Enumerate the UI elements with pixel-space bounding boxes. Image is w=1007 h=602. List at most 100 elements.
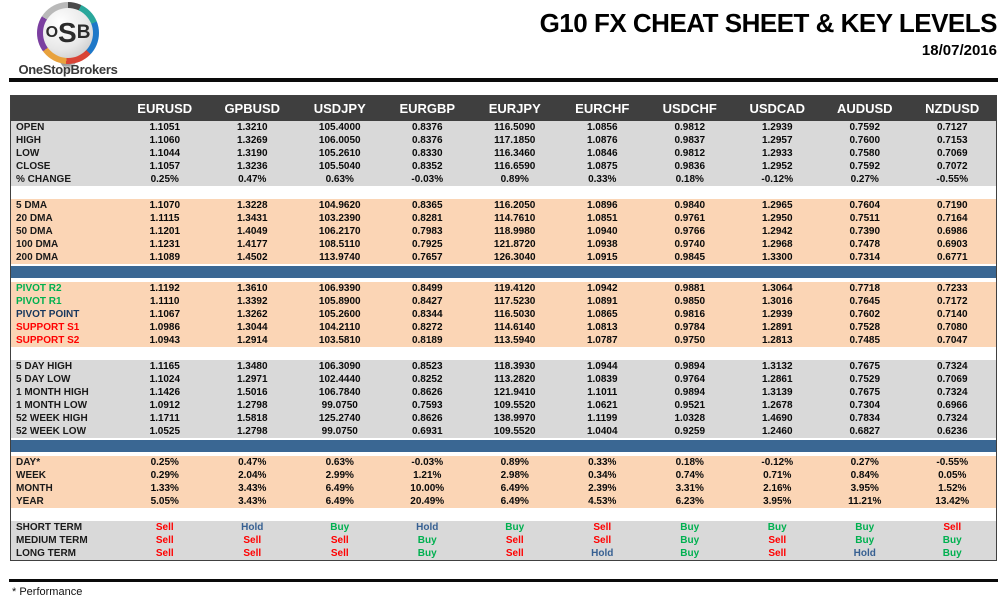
table-cell: 106.9390 bbox=[318, 283, 361, 294]
table-row-short-term: SHORT TERM Sell Hold Buy Hold Buy Sell Buy Buy Bu… bbox=[11, 521, 996, 534]
table-cell: 108.5110 bbox=[319, 239, 361, 250]
table-cell: 0.6903 bbox=[936, 239, 968, 250]
table-cell: 1.3139 bbox=[761, 387, 793, 398]
table-cell: 3.31% bbox=[675, 483, 704, 494]
table-cell: 1.0851 bbox=[586, 213, 618, 224]
table-cell: 1.3228 bbox=[236, 200, 268, 211]
table-cell: 1.0896 bbox=[586, 200, 618, 211]
table-cell: Sell bbox=[155, 535, 174, 546]
table-row-1-month-low: 1 MONTH LOW 1.0912 1.2798 99.0750 0.7593 109.… bbox=[11, 399, 996, 412]
table-cell: Hold bbox=[853, 548, 876, 559]
table-cell: 6.23% bbox=[675, 496, 704, 507]
table-cell: 1.4177 bbox=[236, 239, 268, 250]
table-cell: Buy bbox=[680, 548, 700, 559]
table-cell: 0.71% bbox=[763, 470, 792, 481]
table-cell: 1.0944 bbox=[586, 361, 618, 372]
table-cell: 114.6140 bbox=[494, 322, 536, 333]
table-cell: 104.2110 bbox=[319, 322, 361, 333]
table-cell: 0.9837 bbox=[674, 135, 706, 146]
table-cell: 1.0875 bbox=[586, 161, 618, 172]
row-label: HIGH bbox=[16, 135, 41, 146]
table-cell: 125.2740 bbox=[318, 413, 361, 424]
table-row-pivot-r1: PIVOT R1 1.1110 1.3392 105.8900 0.8427 117.52… bbox=[11, 295, 996, 308]
table-cell: 0.05% bbox=[938, 470, 967, 481]
table-cell: 0.8281 bbox=[411, 213, 443, 224]
table-cell: 0.29% bbox=[150, 470, 179, 481]
page-title: G10 FX CHEAT SHEET & KEY LEVELS bbox=[539, 8, 998, 38]
table-cell: 0.8376 bbox=[411, 135, 443, 146]
table-cell: 109.5520 bbox=[493, 426, 536, 437]
table-cell: 0.7172 bbox=[936, 296, 968, 307]
column-header-eurgbp: EURGBP bbox=[399, 101, 456, 116]
table-cell: 1.0986 bbox=[149, 322, 181, 333]
table-cell: 1.0915 bbox=[586, 252, 618, 263]
table-cell: 106.3090 bbox=[318, 361, 361, 372]
table-cell: 1.2952 bbox=[761, 161, 793, 172]
table-cell: 1.3610 bbox=[236, 283, 268, 294]
table-row-month: MONTH 1.33% 3.43% 6.49% 10.00% 6.49% 2.39% 3.31… bbox=[11, 482, 996, 495]
table-cell: 0.8272 bbox=[411, 322, 443, 333]
table-cell: 1.0404 bbox=[586, 426, 618, 437]
table-cell: 0.9840 bbox=[674, 200, 706, 211]
table-row-low: LOW 1.1044 1.3190 105.2610 0.8330 116.3460 1.0… bbox=[11, 147, 996, 160]
table-cell: 1.1231 bbox=[149, 239, 181, 250]
table-row-52-week-high: 52 WEEK HIGH 1.1711 1.5818 125.2740 0.8626 13… bbox=[11, 412, 996, 425]
row-label: 5 DMA bbox=[16, 200, 48, 211]
table-cell: 1.4690 bbox=[761, 413, 793, 424]
table-cell: 0.9784 bbox=[674, 322, 706, 333]
table-cell: 0.33% bbox=[588, 457, 617, 468]
table-cell: Sell bbox=[330, 548, 349, 559]
table-cell: Hold bbox=[241, 522, 264, 533]
table-cell: 20.49% bbox=[410, 496, 445, 507]
table-cell: 3.95% bbox=[763, 496, 792, 507]
table-cell: 116.6590 bbox=[494, 161, 536, 172]
table-cell: 1.2971 bbox=[236, 374, 268, 385]
section-gap bbox=[11, 508, 996, 521]
table-cell: 0.8427 bbox=[411, 296, 443, 307]
table-cell: 1.0891 bbox=[586, 296, 618, 307]
table-cell: 1.3300 bbox=[761, 252, 793, 263]
table-row-5-day-low: 5 DAY LOW 1.1024 1.2971 102.4440 0.8252 113.2… bbox=[11, 373, 996, 386]
table-row-52-week-low: 52 WEEK LOW 1.0525 1.2798 99.0750 0.6931 109.… bbox=[11, 425, 996, 438]
table-cell: 0.7190 bbox=[936, 200, 968, 211]
column-header-eurchf: EURCHF bbox=[575, 101, 630, 116]
table-cell: 0.7657 bbox=[411, 252, 443, 263]
row-label: % CHANGE bbox=[16, 174, 72, 185]
footer-divider bbox=[9, 579, 998, 582]
table-row-year: YEAR 5.05% 3.43% 6.49% 20.49% 6.49% 4.53% 6.23%… bbox=[11, 495, 996, 508]
table-cell: 0.9812 bbox=[674, 122, 706, 133]
table-cell: 1.3431 bbox=[236, 213, 268, 224]
table-cell: 2.99% bbox=[325, 470, 354, 481]
table-cell: 0.7314 bbox=[849, 252, 881, 263]
table-cell: 0.7675 bbox=[849, 387, 881, 398]
table-cell: 0.7602 bbox=[849, 309, 881, 320]
table-cell: 1.2460 bbox=[761, 426, 793, 437]
table-cell: -0.12% bbox=[761, 457, 794, 468]
row-label: 52 WEEK HIGH bbox=[16, 413, 88, 424]
table-cell: 0.63% bbox=[325, 457, 354, 468]
table-row-long-term: LONG TERM Sell Sell Sell Buy Sell Hold Buy Sell H… bbox=[11, 547, 996, 560]
table-cell: 0.7324 bbox=[936, 387, 968, 398]
table-cell: 0.33% bbox=[588, 174, 617, 185]
table-cell: Sell bbox=[155, 522, 174, 533]
section-signals: SHORT TERM Sell Hold Buy Hold Buy Sell Buy Buy Bu… bbox=[11, 521, 996, 560]
table-cell: 121.9410 bbox=[493, 387, 536, 398]
table-row-open: OPEN 1.1051 1.3210 105.4000 0.8376 116.5090 1.… bbox=[11, 121, 996, 134]
table-cell: 0.8189 bbox=[411, 335, 443, 346]
table-cell: 0.25% bbox=[150, 457, 179, 468]
table-cell: 103.5810 bbox=[318, 335, 361, 346]
table-cell: 1.3262 bbox=[236, 309, 268, 320]
row-label: 5 DAY LOW bbox=[16, 374, 71, 385]
table-cell: 1.0942 bbox=[586, 283, 618, 294]
table-cell: 0.8626 bbox=[411, 413, 443, 424]
table-cell: 1.2939 bbox=[761, 122, 793, 133]
table-cell: 0.25% bbox=[150, 174, 179, 185]
table-cell: 1.4502 bbox=[236, 252, 268, 263]
table-cell: 0.7592 bbox=[849, 161, 881, 172]
table-cell: 99.0750 bbox=[321, 426, 358, 437]
table-cell: 1.2813 bbox=[761, 335, 793, 346]
table-cell: Buy bbox=[417, 535, 437, 546]
table-cell: 113.2820 bbox=[494, 374, 536, 385]
table-cell: 0.9750 bbox=[674, 335, 706, 346]
table-cell: 1.3064 bbox=[761, 283, 793, 294]
